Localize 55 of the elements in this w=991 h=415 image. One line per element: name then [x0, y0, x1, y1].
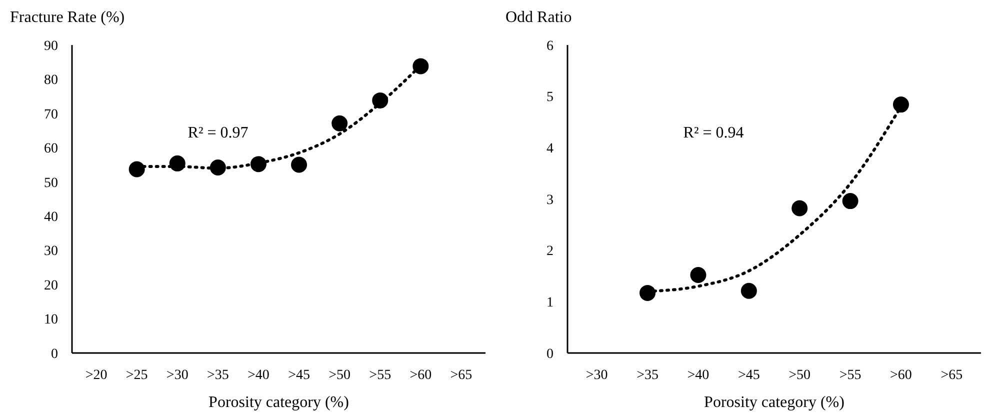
x-tick-label: >65 [450, 368, 472, 383]
y-tick-label: 90 [44, 38, 58, 54]
y-tick-label: 1 [546, 296, 554, 311]
x-tick-label: >45 [738, 368, 760, 383]
x-tick-label: >35 [636, 368, 658, 383]
x-tick-label: >40 [687, 368, 710, 383]
x-tick-label: >30 [586, 368, 608, 383]
point [332, 115, 348, 132]
y-tick-label: 10 [44, 312, 58, 328]
y-tick-label: 80 [44, 73, 58, 88]
point [291, 156, 308, 173]
point [892, 96, 909, 113]
y-tick-label: 0 [51, 346, 58, 362]
y-tick-label: 5 [546, 90, 554, 106]
y-tick-label: 70 [44, 107, 58, 122]
y-tick-label: 20 [44, 278, 58, 294]
y-tick-label: 0 [546, 346, 554, 362]
x-tick-label: >50 [788, 368, 811, 383]
x-tick-label: >45 [288, 368, 310, 383]
y-tick-label: 3 [546, 192, 554, 208]
x-tick-label: >50 [328, 368, 351, 383]
point [128, 161, 145, 178]
y-tick-label: 60 [44, 142, 58, 157]
y-tick-label: 40 [44, 210, 58, 226]
y-tick-label: 6 [546, 38, 554, 54]
x-axis-title: Porosity category (%) [704, 394, 844, 411]
x-tick-label: >55 [369, 368, 392, 383]
x-tick-label: >20 [85, 368, 108, 383]
x-tick-label: >40 [248, 368, 270, 383]
point [640, 284, 656, 301]
y-tick-label: 4 [546, 142, 554, 157]
y-tick-label: 30 [44, 244, 58, 260]
x-tick-label: >55 [839, 368, 862, 383]
y-axis-title: Fracture Rate (%) [10, 9, 125, 26]
x-tick-label: >65 [940, 368, 963, 383]
x-tick-label: >30 [166, 368, 188, 383]
x-tick-label: >25 [126, 368, 148, 383]
annotation: R² = 0.94 [683, 124, 744, 142]
point [372, 92, 388, 108]
point [842, 193, 858, 210]
point [210, 160, 226, 176]
y-tick-label: 50 [44, 176, 58, 191]
x-tick-label: >60 [890, 368, 912, 383]
point [412, 58, 429, 74]
point [690, 266, 706, 283]
x-tick-label: >60 [410, 368, 432, 383]
x-tick-label: >35 [206, 368, 229, 383]
y-tick-label: 2 [546, 244, 554, 260]
x-axis-title: Porosity category (%) [208, 394, 349, 411]
point [740, 282, 757, 299]
point [250, 156, 266, 172]
annotation: R² = 0.97 [188, 124, 248, 142]
y-axis-title: Odd Ratio [506, 9, 572, 26]
point [169, 155, 186, 172]
point [792, 200, 808, 216]
